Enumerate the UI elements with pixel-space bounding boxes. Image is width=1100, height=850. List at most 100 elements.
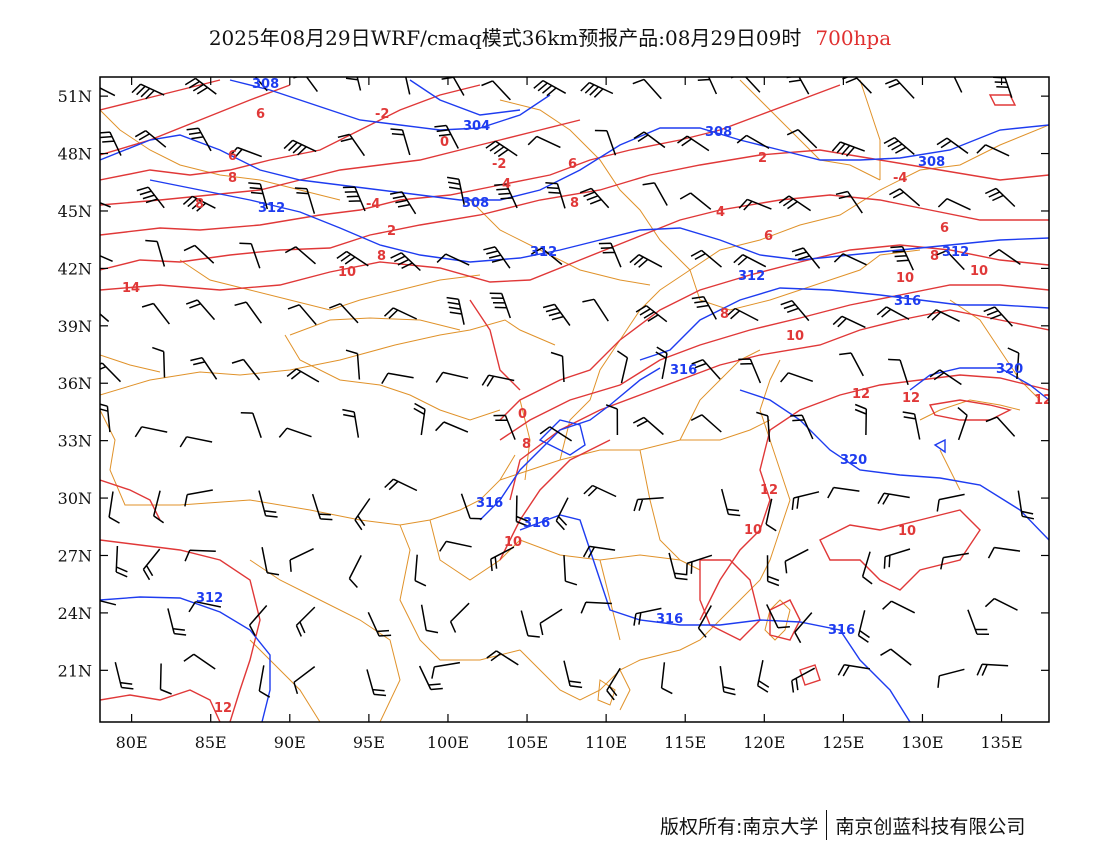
wind-barb <box>563 660 583 689</box>
lat-tick-label: 39N <box>58 317 92 336</box>
temp-label: 10 <box>744 523 762 538</box>
border-line <box>519 399 531 481</box>
temp-label: -4 <box>893 171 907 186</box>
wind-barb <box>988 248 1021 266</box>
height-label: 316 <box>523 516 550 531</box>
height-label: 312 <box>738 269 765 284</box>
wind-barb <box>184 77 217 95</box>
wind-barb <box>786 129 818 149</box>
wind-barb <box>449 602 470 633</box>
wind-barb <box>790 414 814 440</box>
wind-barb <box>542 303 571 326</box>
wind-barb <box>633 496 664 512</box>
lat-tick-label: 24N <box>58 604 92 623</box>
wind-barb <box>134 426 168 438</box>
wind-barb <box>719 665 736 696</box>
temp-label: 2 <box>387 224 396 239</box>
footer-divider <box>826 810 828 840</box>
wind-barb <box>183 244 215 264</box>
wind-barb <box>976 663 1009 676</box>
temp-label: -2 <box>492 157 506 172</box>
border-line <box>519 539 701 571</box>
border-line <box>679 349 761 441</box>
wind-barb <box>766 555 780 587</box>
height-label: 320 <box>996 362 1023 377</box>
admin-borders <box>100 79 1049 722</box>
wind-barb <box>929 369 962 386</box>
title-main: 2025年08月29日WRF/cmaq模式36km预报产品:08月29日09时 <box>208 26 802 50</box>
wind-barb <box>258 665 271 698</box>
wind-barb <box>515 495 528 527</box>
wind-barb <box>976 144 1010 157</box>
lat-tick-label: 30N <box>58 489 92 508</box>
lat-tick-label: 33N <box>58 432 92 451</box>
temp-label: 14 <box>122 281 140 296</box>
wind-barb <box>494 183 518 209</box>
wind-barb <box>685 554 713 576</box>
wind-barb <box>289 548 314 572</box>
wind-barb <box>336 250 369 267</box>
border-line <box>249 639 321 722</box>
lon-tick-label: 110E <box>585 733 627 752</box>
temp-label: 10 <box>898 524 916 539</box>
wind-barb <box>342 186 366 212</box>
border-line <box>399 524 521 661</box>
wind-barb <box>381 372 414 384</box>
isotherm <box>699 374 1049 621</box>
wind-barb <box>185 299 216 321</box>
wind-barb <box>780 372 814 383</box>
wind-barb <box>594 129 617 156</box>
wind-barb <box>985 416 1016 437</box>
wind-barb <box>108 491 120 524</box>
height-label: 308 <box>705 125 732 140</box>
lon-tick-label: 80E <box>116 733 148 752</box>
wind-barb <box>446 176 465 205</box>
wind-barb <box>337 133 366 157</box>
height-labels: 308 304 308 308 312 308 312 312 312 316 … <box>196 77 1023 638</box>
wind-barb <box>329 303 359 324</box>
wind-barb <box>483 246 511 269</box>
wind-barb <box>294 187 316 214</box>
lon-tick-label: 135E <box>980 733 1022 752</box>
isotherm <box>769 599 801 641</box>
height-label: 316 <box>656 612 683 627</box>
temp-label: 12 <box>214 701 232 716</box>
wind-barb <box>987 546 1021 559</box>
title-level: 700hpa <box>815 26 892 50</box>
wind-barb <box>248 605 268 637</box>
height-contour <box>739 389 1049 541</box>
temp-label: 6 <box>940 221 949 236</box>
temperature-labels: -2 6 -2 0 2 -4 4 6 8 8 8 4 2 -4 6 8 10 6… <box>122 107 1049 716</box>
height-label: 308 <box>918 155 945 170</box>
temp-label: 4 <box>716 205 725 220</box>
isotherm <box>100 119 581 206</box>
wind-barb <box>582 298 609 322</box>
isotherm <box>100 84 481 181</box>
wind-barb <box>527 135 561 149</box>
temp-label: 10 <box>338 265 356 280</box>
wind-barb <box>539 426 573 442</box>
wind-barb <box>632 78 662 100</box>
wind-barb <box>435 371 469 383</box>
wind-barb <box>876 306 910 321</box>
border-line <box>519 359 791 701</box>
temp-label: 8 <box>720 307 729 322</box>
border-line <box>429 519 521 581</box>
wind-barb <box>239 242 261 269</box>
wind-barb <box>183 653 216 670</box>
isotherm <box>100 79 221 111</box>
temp-label: 4 <box>502 177 511 192</box>
isotherm <box>100 149 1049 271</box>
wind-barb <box>184 549 216 562</box>
temp-label: 8 <box>228 171 237 186</box>
wind-barb <box>791 247 821 269</box>
wind-barb <box>882 600 916 614</box>
wind-barb <box>530 247 563 266</box>
border-line <box>619 669 631 711</box>
wind-barb <box>136 186 165 209</box>
wind-barb <box>141 302 170 325</box>
wind-barb <box>582 545 616 558</box>
wind-barb <box>861 551 873 585</box>
wind-barb <box>660 662 673 695</box>
